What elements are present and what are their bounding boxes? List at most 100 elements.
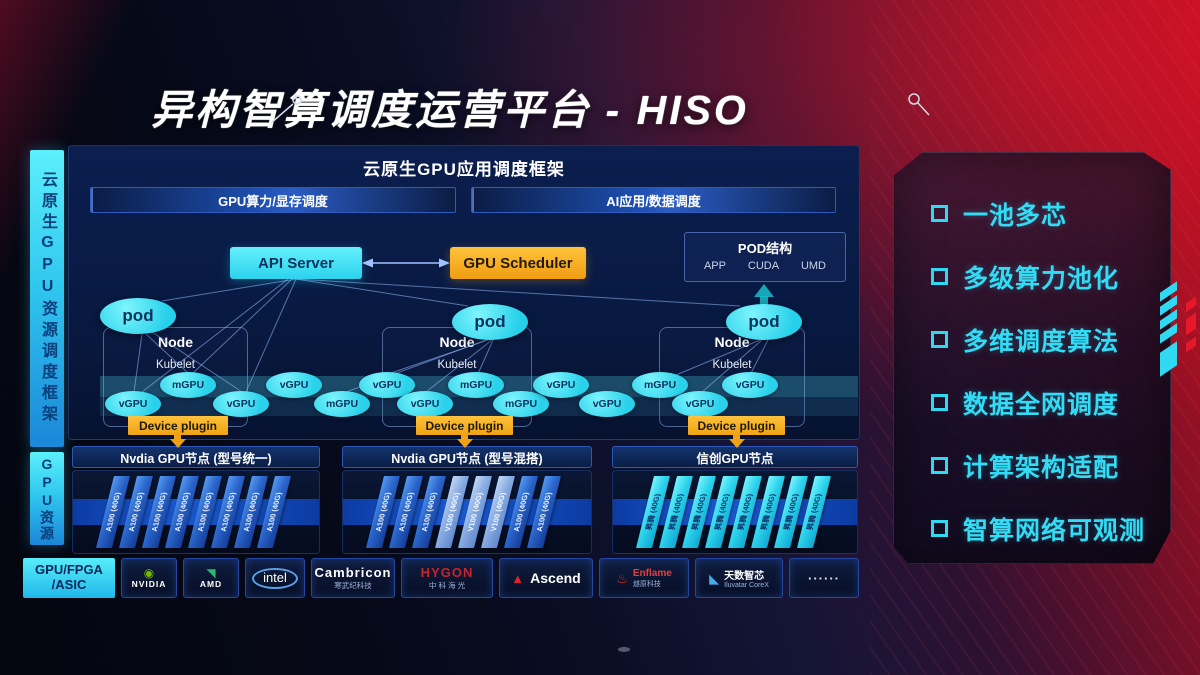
vendor-name: intel bbox=[252, 567, 298, 589]
vendor-logo-amd: ◥ AMD bbox=[183, 558, 239, 598]
feature-label: 一池多芯 bbox=[963, 201, 1068, 230]
gpu-scheduler-box: GPU Scheduler bbox=[450, 247, 586, 279]
red-glitch-decoration bbox=[1186, 296, 1196, 313]
device-plugin-arrow bbox=[461, 434, 468, 440]
gpu-compute-scheduling-bar: GPU算力/显存调度 bbox=[90, 187, 456, 213]
vendor-logo-: ······ bbox=[789, 558, 859, 598]
vendor-text-block: 天数智芯 Iluvatar CoreX bbox=[724, 567, 769, 589]
device-plugin-arrow bbox=[174, 434, 181, 440]
vendor-name: AMD bbox=[199, 579, 223, 589]
vgpu-ellipse: vGPU bbox=[213, 391, 269, 417]
gpu-fpga-asic-label: GPU/FPGA /ASIC bbox=[23, 558, 115, 598]
vendor-name: Ascend bbox=[530, 570, 581, 586]
device-plugin-arrow bbox=[457, 439, 473, 448]
pod-ellipse-3: pod bbox=[726, 304, 802, 340]
vendor-text-block: Cambricon 寒武纪科技 bbox=[315, 565, 392, 591]
square-bullet-icon bbox=[931, 268, 948, 285]
pod-component-umd: UMD bbox=[800, 260, 827, 272]
vendor-logo-intel: intel bbox=[245, 558, 305, 598]
device-plugin-arrow bbox=[729, 439, 745, 448]
square-bullet-icon bbox=[931, 394, 948, 411]
feature-item: 多级算力池化 bbox=[931, 245, 1171, 308]
asic-label-line2: /ASIC bbox=[51, 577, 87, 592]
feature-item: 多维调度算法 bbox=[931, 308, 1171, 371]
vgpu-ellipse: vGPU bbox=[533, 372, 589, 398]
square-bullet-icon bbox=[931, 205, 948, 222]
vgpu-ellipse: vGPU bbox=[672, 391, 728, 417]
gpu-group-header-domestic: 信创GPU节点 bbox=[612, 446, 858, 468]
page-title: 异构智算调度运营平台 - HISO bbox=[151, 87, 749, 133]
kubelet-label: Kubelet bbox=[155, 359, 195, 371]
pod-structure-box: POD结构 APP CUDA UMD bbox=[684, 232, 846, 282]
ascend-logo-icon: ▲ bbox=[511, 570, 525, 586]
pod-component-app: APP bbox=[703, 260, 726, 272]
vendor-logo-hygon: HYGON 中 科 海 光 bbox=[401, 558, 493, 598]
device-plugin-1: Device plugin bbox=[128, 416, 228, 435]
gpu-group-header-uniform: Nvdia GPU节点 (型号统一) bbox=[72, 446, 320, 468]
vendor-subtitle: 寒武纪科技 bbox=[334, 581, 372, 590]
sidebar-framework-label: 云原生GPU资源调度框架 bbox=[30, 150, 64, 447]
mgpu-ellipse: mGPU bbox=[448, 372, 504, 398]
pod-component-cuda: CUDA bbox=[747, 260, 780, 272]
vendor-text-block: Enflame 燧原科技 bbox=[633, 568, 672, 589]
feature-item: 一池多芯 bbox=[931, 182, 1171, 245]
kubelet-label: Kubelet bbox=[712, 359, 752, 371]
amd-arrow-icon: ◥ bbox=[206, 566, 216, 580]
vendor-name: Cambricon bbox=[314, 565, 392, 580]
square-bullet-icon bbox=[931, 457, 948, 474]
hazard-stripe-decoration bbox=[1160, 281, 1177, 377]
device-plugin-2: Device plugin bbox=[416, 416, 513, 435]
feature-label: 多级算力池化 bbox=[963, 264, 1120, 293]
vendor-text-block: HYGON 中 科 海 光 bbox=[421, 565, 474, 591]
iluvatar-triangle-icon: ◣ bbox=[709, 570, 720, 586]
nvidia-eye-icon: ◉ bbox=[143, 566, 155, 580]
feature-panel: 一池多芯多级算力池化 多维调度算法 数据全网调度 计算架构适配 智算网络可观测 bbox=[893, 152, 1171, 564]
vendor-name: NVIDIA bbox=[131, 579, 167, 589]
device-plugin-arrow bbox=[170, 439, 186, 448]
feature-item: 智算网络可观测 bbox=[931, 497, 1171, 560]
mgpu-ellipse: mGPU bbox=[493, 391, 549, 417]
vendor-logo-enflame: ♨ Enflame 燧原科技 bbox=[599, 558, 689, 598]
gpu-group-panel-1: A100 (40G) A100 (40G) A100 (40G) A100 (40G)… bbox=[72, 470, 320, 554]
feature-list: 一池多芯多级算力池化 多维调度算法 数据全网调度 计算架构适配 智算网络可观测 bbox=[893, 152, 1171, 560]
vgpu-ellipse: vGPU bbox=[722, 372, 778, 398]
square-bullet-icon bbox=[931, 331, 948, 348]
pod-ellipse-2: pod bbox=[452, 304, 528, 340]
vgpu-ellipse: vGPU bbox=[266, 372, 322, 398]
api-server-box: API Server bbox=[230, 247, 362, 279]
mgpu-ellipse: mGPU bbox=[160, 372, 216, 398]
vendor-logo-cambricon: Cambricon 寒武纪科技 bbox=[311, 558, 395, 598]
red-glitch-decoration bbox=[1186, 336, 1196, 353]
pod-ellipse-1: pod bbox=[100, 298, 176, 334]
footer-mark bbox=[618, 647, 630, 652]
feature-label: 多维调度算法 bbox=[963, 327, 1120, 356]
feature-label: 数据全网调度 bbox=[963, 390, 1120, 419]
vendor-dots: ······ bbox=[808, 570, 840, 586]
vendor-name: Enflame bbox=[632, 567, 672, 579]
mgpu-ellipse: mGPU bbox=[314, 391, 370, 417]
feature-label: 智算网络可观测 bbox=[963, 516, 1146, 545]
vendor-logo-ascend: ▲ Ascend bbox=[499, 558, 593, 598]
device-plugin-arrow bbox=[733, 434, 740, 440]
feature-label: 计算架构适配 bbox=[963, 453, 1120, 482]
vendor-subtitle: Iluvatar CoreX bbox=[724, 582, 769, 589]
gpu-fpga-label-line1: GPU/FPGA bbox=[35, 562, 103, 578]
vendor-logo-nvidia: ◉ NVIDIA bbox=[121, 558, 177, 598]
vgpu-ellipse: vGPU bbox=[105, 391, 161, 417]
vgpu-ellipse: vGPU bbox=[579, 391, 635, 417]
device-plugin-3: Device plugin bbox=[688, 416, 785, 435]
feature-item: 计算架构适配 bbox=[931, 434, 1171, 497]
gpu-group-panel-3: 昇腾 (40G) 昇腾 (40G) 昇腾 (40G) 昇腾 (40G) 昇腾 (40G)… bbox=[612, 470, 858, 554]
vendor-subtitle: 燧原科技 bbox=[632, 580, 661, 588]
kubelet-label: Kubelet bbox=[437, 359, 477, 371]
pod-structure-title: POD结构 bbox=[737, 241, 793, 256]
vgpu-ellipse: vGPU bbox=[397, 391, 453, 417]
gpu-group-panel-2: A100 (40G) A100 (40G) A100 (40G) V100 (40G)… bbox=[342, 470, 592, 554]
framework-header: 云原生GPU应用调度框架 bbox=[363, 160, 565, 179]
node-label: Node bbox=[158, 334, 193, 350]
vendor-subtitle: 中 科 海 光 bbox=[428, 581, 466, 590]
red-glitch-decoration bbox=[1186, 312, 1196, 336]
gpu-group-header-mixed: Nvdia GPU节点 (型号混搭) bbox=[342, 446, 592, 468]
vendor-name: HYGON bbox=[420, 565, 474, 580]
